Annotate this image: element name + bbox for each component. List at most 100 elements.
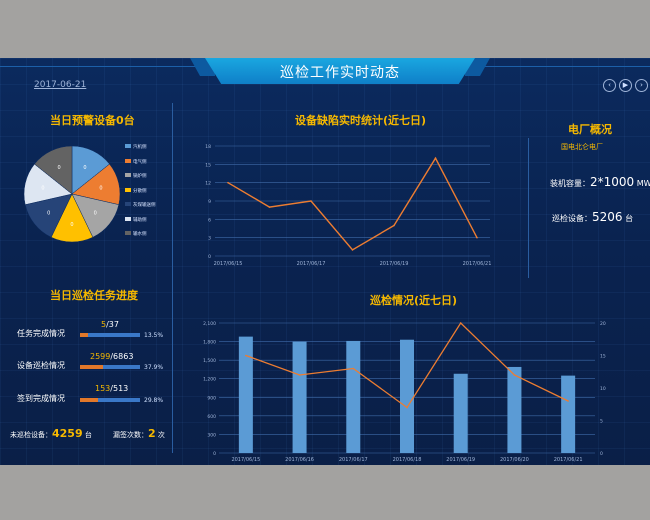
legend-label: 灰煤输送侧 bbox=[133, 203, 156, 208]
right-tick-label: 5 bbox=[600, 419, 603, 425]
x-tick-label: 2017/06/19 bbox=[446, 457, 475, 463]
inspection-point bbox=[459, 322, 462, 324]
left-tick-label: 2,100 bbox=[203, 321, 216, 327]
legend-swatch bbox=[125, 187, 131, 192]
inspection-bar bbox=[400, 339, 414, 453]
pie-slice-label: 0 bbox=[83, 165, 86, 171]
right-tick-label: 10 bbox=[600, 386, 606, 392]
legend-item[interactable]: 分散侧 bbox=[125, 187, 147, 194]
y-tick-label: 0 bbox=[208, 254, 211, 260]
right-tick-label: 20 bbox=[600, 321, 606, 327]
task-progress-fill-1 bbox=[80, 333, 89, 337]
inspection-point bbox=[298, 374, 301, 376]
left-tick-label: 300 bbox=[207, 432, 216, 438]
y-tick-label: 3 bbox=[208, 236, 211, 242]
current-date[interactable]: 2017-06-21 bbox=[34, 80, 87, 90]
left-tick-label: 0 bbox=[213, 451, 216, 457]
unchecked-devices: 未巡检设备：4259 台 bbox=[10, 427, 92, 440]
inspection-bar bbox=[561, 375, 576, 453]
right-tick-label: 0 bbox=[600, 451, 603, 457]
x-tick-label: 2017/06/17 bbox=[339, 457, 368, 463]
task-progress-bar-1 bbox=[80, 333, 140, 337]
legend-swatch bbox=[125, 158, 131, 163]
defect-chart-title: 设备缺陷实时统计(近七日) bbox=[295, 114, 427, 127]
task-row-count-1: 5/37 bbox=[101, 320, 119, 329]
right-tick-label: 15 bbox=[600, 354, 606, 360]
inspection-bar bbox=[507, 366, 522, 453]
x-tick-label: 2017/06/21 bbox=[554, 457, 583, 463]
task-progress-fill-3 bbox=[80, 398, 98, 402]
defect-point bbox=[351, 249, 354, 251]
prev-button[interactable]: ‹ bbox=[603, 79, 616, 92]
devices-unit: 台 bbox=[625, 214, 634, 223]
legend-label: 电气侧 bbox=[133, 159, 147, 165]
y-tick-label: 9 bbox=[208, 199, 211, 205]
missed-signins: 漏签次数：2 次 bbox=[113, 427, 165, 440]
defect-point bbox=[434, 157, 437, 160]
inspection-chart-title: 巡检情况(近七日) bbox=[370, 294, 458, 307]
inspection-bar bbox=[238, 336, 253, 453]
pie-slice-label: 0 bbox=[99, 185, 102, 191]
task-panel-title: 当日巡检任务进度 bbox=[50, 289, 138, 302]
plant-name: 国电北仑电厂 bbox=[561, 143, 603, 151]
legend-label: 辅助侧 bbox=[133, 217, 147, 223]
legend-item[interactable]: 灰煤输送侧 bbox=[125, 202, 156, 208]
legend-swatch bbox=[125, 216, 131, 221]
divider-right bbox=[528, 138, 529, 278]
legend-item[interactable]: 汽机侧 bbox=[125, 144, 147, 150]
inspection-point bbox=[406, 406, 408, 409]
y-tick-label: 15 bbox=[205, 162, 211, 168]
inspection-point bbox=[352, 367, 355, 370]
defect-line bbox=[227, 156, 478, 251]
capacity-label: 装机容量： bbox=[550, 179, 590, 188]
unchecked-value: 4259 bbox=[52, 427, 83, 440]
legend-item[interactable]: 输水侧 bbox=[125, 231, 147, 237]
legend-label: 分散侧 bbox=[133, 188, 147, 194]
pie-slice-label: 0 bbox=[94, 211, 97, 217]
x-tick-label: 2017/06/17 bbox=[297, 261, 326, 267]
x-tick-label: 2017/06/20 bbox=[500, 457, 529, 463]
next-button[interactable]: › bbox=[635, 79, 648, 92]
task-row-pct-2: 37.9% bbox=[144, 364, 164, 371]
devices-value: 5206 bbox=[592, 210, 623, 224]
defect-point bbox=[476, 236, 478, 239]
left-tick-label: 600 bbox=[207, 414, 216, 420]
legend-label: 锅炉侧 bbox=[133, 174, 147, 179]
x-tick-label: 2017/06/16 bbox=[285, 457, 314, 463]
capacity-value: 2*1000 bbox=[590, 175, 635, 189]
capacity-unit: MW bbox=[636, 179, 650, 188]
inspection-point bbox=[567, 400, 569, 402]
task-progress-bar-2 bbox=[80, 365, 140, 369]
legend-item[interactable]: 辅助侧 bbox=[125, 216, 147, 223]
defect-point bbox=[268, 206, 271, 208]
play-button[interactable]: ▶ bbox=[619, 79, 632, 92]
task-row-label-1: 任务完成情况 bbox=[17, 329, 65, 338]
pie-slice-label: 0 bbox=[47, 211, 50, 217]
legend-swatch bbox=[125, 231, 131, 235]
devices-label: 巡检设备： bbox=[552, 214, 592, 223]
pie-slice bbox=[34, 145, 73, 195]
defect-line-chart: 0 3 6 9 12 15 18 2017/06/15 2017/06/17 2017/06/19… bbox=[205, 144, 491, 267]
legend-swatch bbox=[125, 202, 131, 206]
warning-panel-title: 当日预警设备0台 bbox=[50, 114, 135, 127]
task-progress-bar-3 bbox=[80, 398, 140, 402]
legend-label: 汽机侧 bbox=[133, 145, 147, 150]
inspection-bar bbox=[453, 373, 468, 453]
task-row-label-2: 设备巡检情况 bbox=[17, 361, 65, 370]
defect-point bbox=[393, 224, 395, 227]
left-tick-label: 1,200 bbox=[203, 377, 216, 383]
y-tick-label: 18 bbox=[205, 144, 211, 150]
legend-item[interactable]: 电气侧 bbox=[125, 158, 147, 165]
task-row-count-3: 153/513 bbox=[95, 384, 129, 393]
legend-item[interactable]: 锅炉侧 bbox=[125, 173, 147, 179]
y-tick-label: 12 bbox=[205, 181, 211, 187]
y-tick-label: 6 bbox=[208, 217, 211, 223]
pie-slice-label: 0 bbox=[57, 165, 60, 171]
missed-value: 2 bbox=[148, 427, 156, 440]
title-band bbox=[205, 58, 475, 84]
left-tick-label: 900 bbox=[207, 395, 216, 401]
inspection-bar bbox=[292, 341, 307, 453]
x-tick-label: 2017/06/15 bbox=[231, 457, 260, 463]
pie-slice-label: 0 bbox=[41, 185, 44, 191]
defect-point bbox=[227, 181, 229, 184]
